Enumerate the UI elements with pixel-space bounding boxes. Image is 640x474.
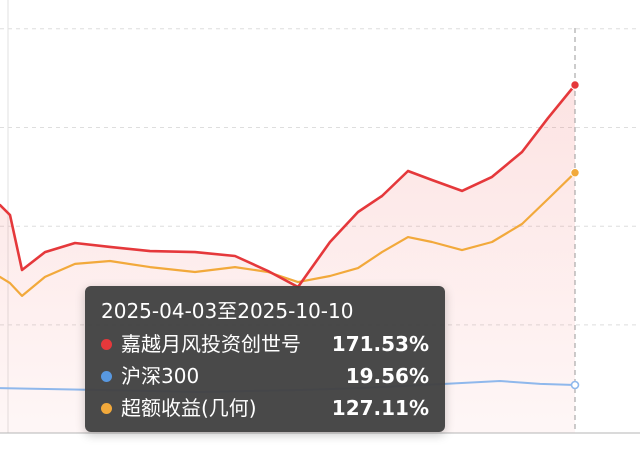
series-dot-icon <box>101 338 112 350</box>
series-endpoint-marker <box>570 380 580 390</box>
tooltip-series-value: 127.11% <box>331 396 429 420</box>
series-endpoint-marker <box>570 168 580 178</box>
tooltip-series-label: 嘉越月风投资创世号 <box>121 332 301 356</box>
tooltip-row: 嘉越月风投资创世号 171.53% <box>101 331 429 357</box>
tooltip-date-range: 2025-04-03至2025-10-10 <box>101 299 354 323</box>
series-line-excess <box>0 171 577 297</box>
tooltip-rows: 嘉越月风投资创世号 171.53% 沪深300 19.56% 超额收益(几何) 127.1… <box>101 331 429 421</box>
tooltip-series-label: 超额收益(几何) <box>121 396 257 420</box>
tooltip-series-value: 19.56% <box>345 364 429 388</box>
tooltip-row: 沪深300 19.56% <box>101 363 429 389</box>
chart-tooltip: 2025-04-03至2025-10-10 嘉越月风投资创世号 171.53% 沪深… <box>85 286 445 432</box>
tooltip-series-value: 171.53% <box>331 332 429 356</box>
series-endpoint-marker <box>570 80 580 90</box>
series-dot-icon <box>101 402 112 414</box>
tooltip-row: 超额收益(几何) 127.11% <box>101 395 429 421</box>
series-dot-icon <box>101 370 112 382</box>
tooltip-series-label: 沪深300 <box>121 364 200 388</box>
